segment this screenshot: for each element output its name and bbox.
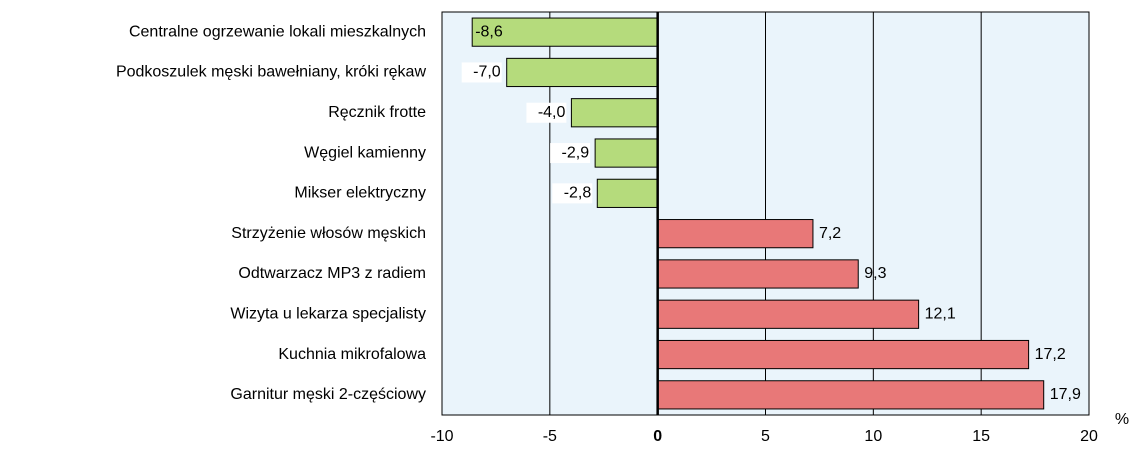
value-label: -2,8 <box>564 185 592 202</box>
x-tick-label: 15 <box>972 428 990 445</box>
bar <box>657 380 1045 410</box>
x-tick-label: 10 <box>864 428 882 445</box>
y-tick-label: Centralne ogrzewanie lokali mieszkalnych <box>129 23 426 40</box>
bar <box>594 138 659 168</box>
bar <box>506 57 659 88</box>
value-label: 9,3 <box>864 265 886 282</box>
x-unit: % <box>1115 411 1129 428</box>
x-tick-label: 0 <box>653 428 662 445</box>
value-label-bg <box>526 102 567 123</box>
y-tick-label: Odtwarzacz MP3 z radiem <box>238 265 426 282</box>
y-tick-label: Wizyta u lekarza specjalisty <box>230 305 426 322</box>
value-label: 12,1 <box>925 305 956 322</box>
y-tick-label: Mikser elektryczny <box>294 185 426 202</box>
value-label: 17,9 <box>1050 386 1081 403</box>
y-tick-label: Kuchnia mikrofalowa <box>278 346 426 363</box>
x-tick-label: -5 <box>543 428 557 445</box>
y-tick-label: Ręcznik frotte <box>328 104 426 121</box>
value-label: -2,9 <box>562 144 590 161</box>
bar <box>657 259 859 289</box>
bar <box>657 219 814 249</box>
bar <box>570 98 659 128</box>
y-tick-label: Podkoszulek męski bawełniany, króki ręka… <box>116 64 427 81</box>
bar <box>596 178 659 208</box>
y-tick-label: Węgiel kamienny <box>304 144 426 161</box>
value-label: 7,2 <box>819 225 841 242</box>
value-label-bg <box>552 183 593 204</box>
bar <box>657 299 920 329</box>
y-tick-label: Strzyżenie włosów męskich <box>231 225 426 242</box>
x-tick-label: 20 <box>1080 428 1098 445</box>
value-label-bg <box>461 62 502 83</box>
value-label: -4,0 <box>538 104 566 121</box>
x-tick-label: 5 <box>761 428 770 445</box>
value-label: 17,2 <box>1035 346 1066 363</box>
y-tick-label: Garnitur męski 2-częściowy <box>230 386 426 403</box>
value-label-bg <box>550 143 591 164</box>
bar <box>657 339 1030 370</box>
value-label: -7,0 <box>473 64 501 81</box>
value-label: -8,6 <box>475 23 503 40</box>
x-tick-label: -10 <box>430 428 453 445</box>
